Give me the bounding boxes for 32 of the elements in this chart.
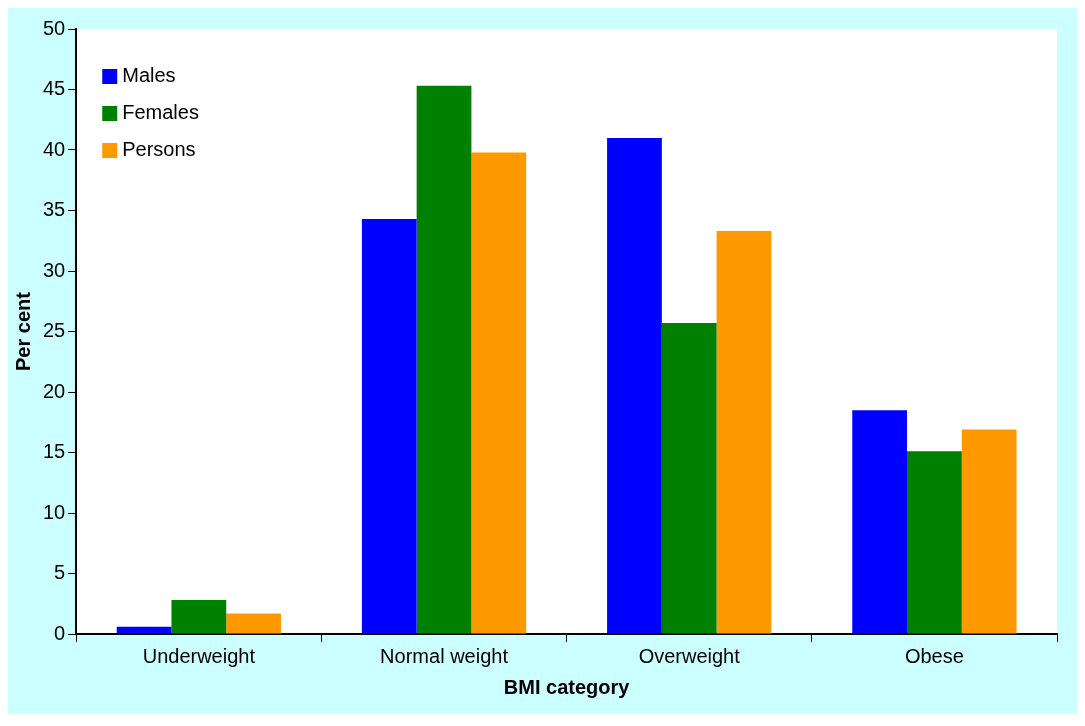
legend-label: Females	[122, 100, 199, 123]
bar	[852, 410, 908, 634]
y-tick-label: 10	[43, 500, 66, 523]
x-tick-label: Normal weight	[380, 644, 509, 667]
y-tick-label: 50	[43, 16, 66, 39]
bar	[361, 218, 417, 634]
bar	[416, 85, 472, 634]
bar	[116, 626, 172, 634]
x-axis-title: BMI category	[503, 675, 631, 698]
y-tick-label: 45	[43, 77, 66, 100]
bar	[716, 231, 772, 634]
bar	[471, 152, 527, 634]
legend-label: Persons	[122, 137, 196, 160]
y-tick-label: 30	[43, 258, 66, 281]
bar	[907, 451, 962, 634]
y-tick-label: 15	[43, 440, 66, 463]
bar	[607, 137, 662, 634]
y-tick-label: 40	[43, 137, 66, 160]
y-axis-title: Per cent	[11, 291, 34, 371]
y-tick-label: 0	[54, 621, 66, 644]
x-tick-label: Underweight	[142, 644, 256, 667]
y-tick-label: 25	[43, 319, 66, 342]
legend-label: Males	[122, 63, 176, 86]
bar	[171, 600, 227, 634]
bar	[961, 429, 1017, 634]
y-tick-label: 5	[54, 561, 66, 584]
y-tick-label: 20	[43, 379, 66, 402]
x-tick-label: Obese	[904, 644, 964, 667]
y-tick-label: 35	[43, 198, 66, 221]
x-tick-label: Overweight	[638, 644, 741, 667]
bar	[226, 613, 281, 634]
bar	[661, 323, 717, 634]
